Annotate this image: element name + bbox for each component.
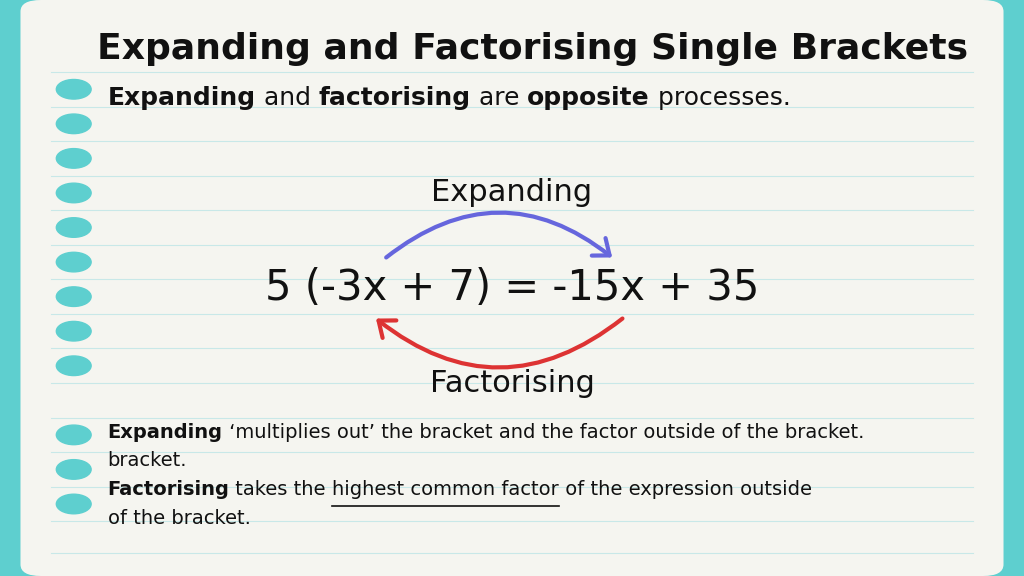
Text: processes.: processes. [650, 86, 791, 110]
Circle shape [56, 425, 91, 445]
FancyArrowPatch shape [379, 319, 623, 367]
Text: factorising: factorising [318, 86, 471, 110]
Text: highest common factor: highest common factor [332, 480, 559, 499]
Circle shape [56, 252, 91, 272]
Circle shape [56, 114, 91, 134]
Text: Expanding: Expanding [431, 179, 593, 207]
Circle shape [56, 218, 91, 237]
Text: and: and [256, 86, 318, 110]
Text: bracket.: bracket. [108, 452, 187, 470]
Circle shape [56, 321, 91, 341]
FancyBboxPatch shape [20, 0, 1004, 576]
Circle shape [56, 356, 91, 376]
Text: takes the: takes the [229, 480, 332, 499]
Text: are: are [471, 86, 527, 110]
Text: Expanding and Factorising Single Brackets: Expanding and Factorising Single Bracket… [97, 32, 968, 66]
Text: Expanding: Expanding [108, 86, 256, 110]
Circle shape [56, 287, 91, 306]
Circle shape [56, 494, 91, 514]
Text: Expanding: Expanding [108, 423, 222, 441]
Text: opposite: opposite [527, 86, 650, 110]
Circle shape [56, 149, 91, 168]
Text: ‘multiplies out’ the bracket and the factor outside of the bracket.: ‘multiplies out’ the bracket and the fac… [222, 423, 864, 441]
Text: of the expression outside: of the expression outside [559, 480, 812, 499]
Text: Factorising: Factorising [429, 369, 595, 397]
Circle shape [56, 460, 91, 479]
Text: of the bracket.: of the bracket. [108, 509, 251, 528]
Text: Factorising: Factorising [108, 480, 229, 499]
Circle shape [56, 183, 91, 203]
Circle shape [56, 79, 91, 99]
Text: 5 (-3x + 7) = -15x + 35: 5 (-3x + 7) = -15x + 35 [265, 267, 759, 309]
FancyArrowPatch shape [386, 213, 609, 257]
